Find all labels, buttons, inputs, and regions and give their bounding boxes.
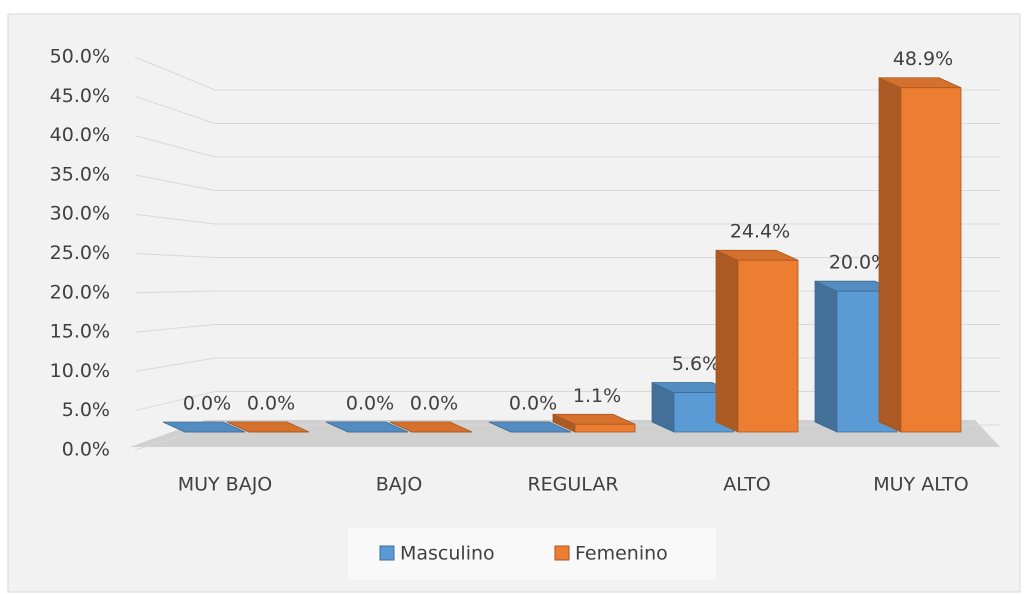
y-tick-label: 45.0% xyxy=(50,85,110,107)
data-label: 0.0% xyxy=(509,393,557,415)
grid-line xyxy=(134,56,1000,91)
legend-swatch xyxy=(379,545,395,561)
bar-side xyxy=(814,280,838,433)
x-tick-label: ALTO xyxy=(723,474,771,496)
y-tick-label: 5.0% xyxy=(62,399,110,421)
bar-front xyxy=(737,259,799,433)
y-tick-label: 30.0% xyxy=(50,203,110,225)
bar-side xyxy=(715,249,739,433)
x-tick-label: BAJO xyxy=(376,474,423,496)
grid-line xyxy=(134,95,1000,124)
bar xyxy=(715,249,799,433)
grid-line xyxy=(134,135,1000,158)
y-tick-label: 50.0% xyxy=(50,46,110,68)
legend-label: Femenino xyxy=(575,543,668,565)
y-tick-label: 0.0% xyxy=(62,439,110,461)
y-tick-label: 15.0% xyxy=(50,321,110,343)
data-label: 24.4% xyxy=(730,221,790,243)
bar xyxy=(488,421,572,433)
bar xyxy=(389,421,473,433)
data-label: 0.0% xyxy=(183,393,231,415)
data-label: 20.0% xyxy=(829,252,889,274)
bar xyxy=(878,77,962,433)
y-tick-label: 10.0% xyxy=(50,360,110,382)
legend-swatch xyxy=(554,545,570,561)
bar xyxy=(552,413,636,433)
y-tick-label: 25.0% xyxy=(50,242,110,264)
grid-line xyxy=(134,174,1000,191)
x-tick-label: MUY ALTO xyxy=(873,474,968,496)
bar-front xyxy=(574,423,636,433)
bar xyxy=(325,421,409,433)
x-tick-label: REGULAR xyxy=(527,474,618,496)
data-label: 48.9% xyxy=(893,48,953,70)
legend-box xyxy=(348,528,716,580)
bar xyxy=(226,421,310,433)
legend-label: Masculino xyxy=(400,543,495,565)
y-tick-label: 20.0% xyxy=(50,281,110,303)
data-label: 0.0% xyxy=(410,393,458,415)
y-tick-label: 35.0% xyxy=(50,163,110,185)
data-label: 5.6% xyxy=(672,353,720,375)
y-tick-label: 40.0% xyxy=(50,124,110,146)
data-label: 0.0% xyxy=(346,393,394,415)
data-label: 1.1% xyxy=(573,385,621,407)
data-label: 0.0% xyxy=(247,393,295,415)
bar xyxy=(162,421,246,433)
bar-front xyxy=(900,87,962,433)
bar-side xyxy=(878,77,902,433)
x-tick-label: MUY BAJO xyxy=(178,474,273,496)
grid-line xyxy=(134,213,1000,225)
